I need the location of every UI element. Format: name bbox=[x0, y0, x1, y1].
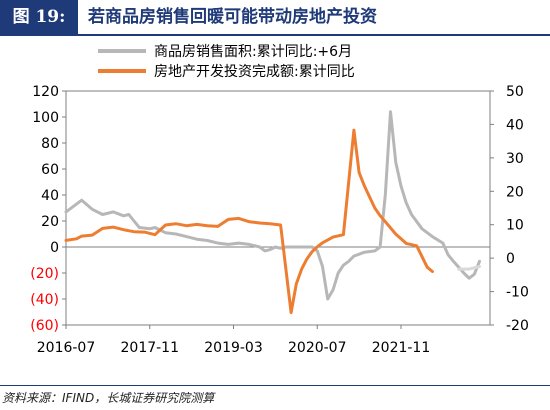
right-tick-label: 10 bbox=[506, 218, 524, 234]
left-tick-label: (60) bbox=[30, 318, 59, 334]
right-tick-label: 0 bbox=[506, 251, 515, 267]
source-note: 资料来源：IFIND，长城证券研究院测算 bbox=[2, 391, 215, 405]
right-tick-label: 30 bbox=[506, 151, 524, 167]
left-tick-label: 80 bbox=[41, 136, 59, 152]
left-tick-label: 40 bbox=[41, 188, 59, 204]
right-tick-label: -10 bbox=[506, 285, 529, 301]
chart-axes bbox=[65, 90, 491, 326]
figure-title: 若商品房销售回暖可能带动房地产投资 bbox=[88, 7, 377, 27]
x-axis-ticks: 2016-07 2017-11 2019-03 2020-07 2021-11 bbox=[37, 325, 431, 356]
x-tick-label: 2019-03 bbox=[204, 340, 263, 356]
legend-label: 商品房销售面积:累计同比:+6月 bbox=[154, 44, 352, 60]
right-tick-label: -20 bbox=[506, 318, 529, 334]
x-tick-label: 2017-11 bbox=[121, 340, 180, 356]
left-tick-label: 0 bbox=[50, 240, 59, 256]
figure-label: 图 19: bbox=[0, 0, 78, 34]
plot-frame bbox=[65, 90, 491, 326]
left-axis-ticks: 120 100 80 60 40 20 0 (20) (40) (60) bbox=[30, 84, 66, 334]
legend-label: 房地产开发投资完成额:累计同比 bbox=[154, 64, 355, 80]
title-rule bbox=[0, 34, 550, 36]
left-tick-label: 20 bbox=[41, 214, 59, 230]
left-tick-label: 120 bbox=[32, 84, 59, 100]
x-tick-label: 2020-07 bbox=[288, 340, 347, 356]
left-tick-label: (20) bbox=[30, 266, 59, 282]
right-tick-label: 20 bbox=[506, 184, 524, 200]
left-tick-label: (40) bbox=[30, 292, 59, 308]
series-lines bbox=[64, 110, 481, 315]
left-tick-label: 60 bbox=[41, 162, 59, 178]
right-tick-label: 40 bbox=[506, 117, 524, 133]
right-tick-label: 50 bbox=[506, 84, 524, 100]
series-line-2 bbox=[64, 128, 434, 315]
source-rule bbox=[0, 385, 550, 386]
series-line-1 bbox=[457, 265, 481, 271]
right-axis-ticks: 50 40 30 20 10 0 -10 -20 bbox=[490, 84, 529, 334]
x-tick-label: 2021-11 bbox=[372, 340, 431, 356]
left-tick-label: 100 bbox=[32, 110, 59, 126]
series-line-0 bbox=[64, 110, 481, 301]
figure-header: 图 19: 若商品房销售回暖可能带动房地产投资 bbox=[0, 0, 550, 34]
x-tick-label: 2016-07 bbox=[37, 340, 96, 356]
